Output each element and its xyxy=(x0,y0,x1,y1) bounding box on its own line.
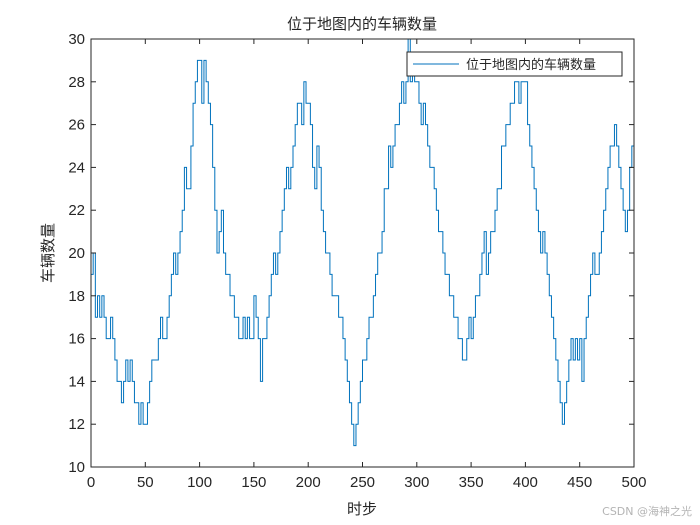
x-tick-label: 200 xyxy=(296,474,321,491)
series-layer xyxy=(91,38,635,447)
y-tick-label: 10 xyxy=(68,459,85,476)
legend-entry-label: 位于地图内的车辆数量 xyxy=(466,57,596,73)
chart-title: 位于地图内的车辆数量 xyxy=(287,15,437,33)
x-tick-label: 350 xyxy=(459,474,484,491)
x-tick-label: 50 xyxy=(137,474,154,491)
y-tick-label: 24 xyxy=(68,159,85,176)
series-line xyxy=(91,38,635,447)
y-tick-label: 14 xyxy=(68,373,85,390)
y-tick-label: 16 xyxy=(68,331,85,348)
watermark: CSDN @海神之光 xyxy=(602,505,692,518)
y-tick-label: 28 xyxy=(68,74,85,91)
y-tick-label: 22 xyxy=(68,202,85,219)
y-tick-label: 30 xyxy=(68,31,85,48)
x-tick-label: 0 xyxy=(87,474,95,491)
x-tick-label: 300 xyxy=(404,474,429,491)
x-tick-label: 100 xyxy=(187,474,212,491)
legend: 位于地图内的车辆数量 xyxy=(406,51,623,77)
x-tick-label: 150 xyxy=(241,474,266,491)
x-tick-label: 400 xyxy=(513,474,538,491)
y-axis: 10 12 14 16 18 20 22 24 26 28 30 xyxy=(68,31,634,476)
x-axis: 0 50 100 150 200 250 300 350 400 450 500 xyxy=(87,39,647,491)
x-tick-label: 500 xyxy=(621,474,646,491)
axes-background xyxy=(91,39,634,467)
x-axis-label: 时步 xyxy=(347,500,377,518)
y-tick-label: 12 xyxy=(68,416,85,433)
plot-area: 0 50 100 150 200 250 300 350 400 450 500 101214161… xyxy=(68,31,646,491)
x-tick-label: 250 xyxy=(350,474,375,491)
y-axis-label: 车辆数量 xyxy=(39,223,57,283)
y-tick-label: 20 xyxy=(68,245,85,262)
x-tick-label: 450 xyxy=(567,474,592,491)
y-tick-label: 18 xyxy=(68,288,85,305)
y-tick-label: 26 xyxy=(68,117,85,134)
